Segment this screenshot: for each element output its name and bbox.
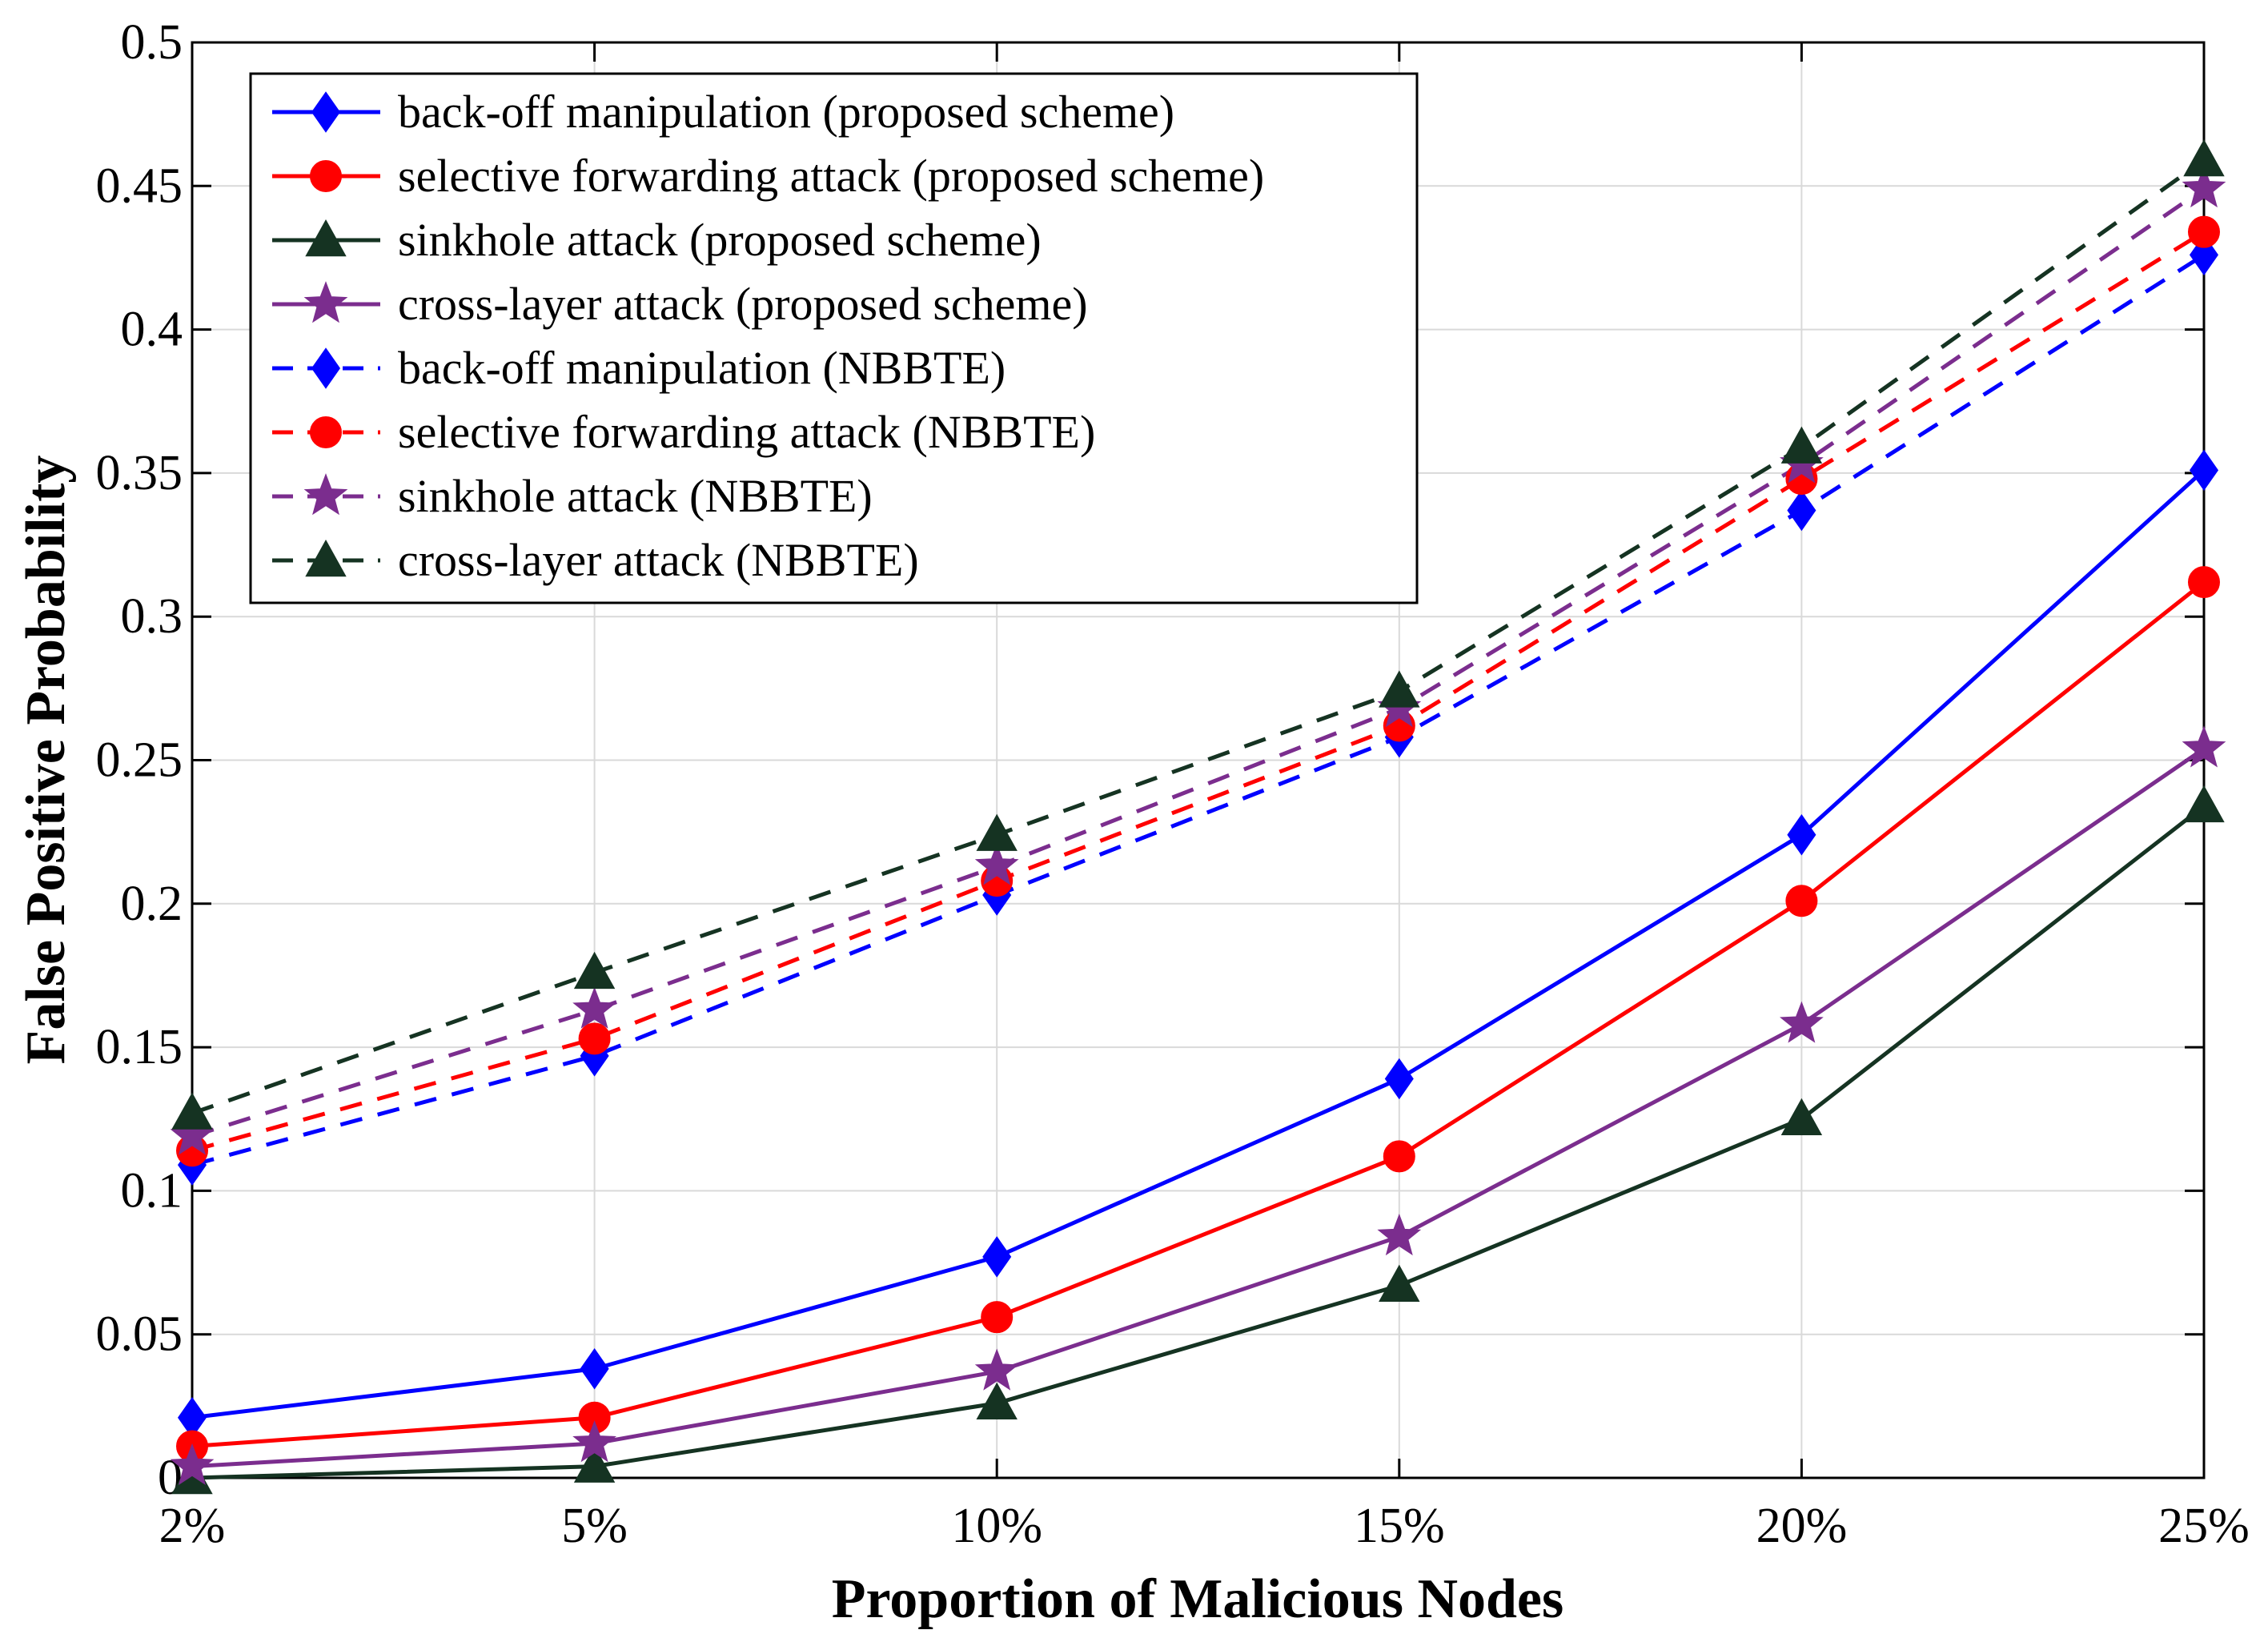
data-point [1780,426,1823,464]
data-point [1785,885,1818,917]
data-point [976,1382,1018,1419]
legend-label: cross-layer attack (NBBTE) [398,534,919,586]
data-point [982,1236,1012,1278]
legend-entry: sinkhole attack (proposed scheme) [272,214,1042,266]
data-point [1377,1213,1422,1256]
x-tick-label: 20% [1756,1499,1848,1553]
series-line-3 [191,804,2206,1480]
series-line-2 [191,580,2206,1449]
legend-marker [305,219,347,257]
legend-marker [303,281,348,323]
x-axis-title: Proportion of Malicious Nodes [832,1568,1564,1630]
series-line-8 [191,158,2206,1115]
legend-entry: cross-layer attack (NBBTE) [272,534,919,586]
data-point [1780,1001,1824,1043]
data-point [578,1022,611,1055]
x-tick-label: 10% [951,1499,1042,1553]
legend-label: back-off manipulation (NBBTE) [398,342,1006,394]
x-tick-label: 2% [159,1499,226,1553]
legend-entry: cross-layer attack (proposed scheme) [272,278,1088,330]
legend-label: sinkhole attack (proposed scheme) [398,214,1042,266]
legend-label: selective forwarding attack (proposed sc… [398,150,1264,202]
data-point [1379,670,1420,708]
data-point [976,813,1018,851]
legend-label: cross-layer attack (proposed scheme) [398,278,1088,330]
legend-marker [303,473,348,516]
data-point [572,986,616,1029]
legend-entry: sinkhole attack (NBBTE) [272,470,873,522]
data-point [573,951,616,990]
y-tick-label: 0.35 [96,446,183,500]
data-point [1384,1058,1414,1100]
y-tick-label: 0.5 [121,15,183,70]
series-line-4 [191,747,2206,1469]
x-tick-label: 5% [561,1499,628,1553]
data-point [2183,139,2225,177]
y-tick-label: 0.1 [121,1163,183,1218]
data-point [170,1113,215,1155]
data-point [573,1445,616,1483]
legend-entry: back-off manipulation (proposed scheme) [272,86,1174,138]
y-tick-label: 0.15 [96,1020,183,1074]
y-tick-label: 0.25 [96,733,183,788]
legend-marker [310,416,342,448]
data-point [1383,1140,1415,1173]
y-tick-labels: 0 0.05 0.1 0.15 0.2 0.25 0.3 0.35 0.4 0.45 0.5 [96,15,183,1505]
data-point [1787,489,1816,532]
data-point [171,1092,213,1130]
data-point [2188,566,2220,599]
y-axis-title: False Positive Probability [15,456,77,1065]
y-tick-label: 0.05 [96,1307,183,1362]
x-tick-labels: 2% 5% 10% 15% 20% 25% [159,1499,2250,1553]
legend-label: sinkhole attack (NBBTE) [398,470,873,522]
data-point [981,1301,1014,1334]
legend: back-off manipulation (proposed scheme) s… [249,72,1419,604]
data-point [2182,725,2226,768]
legend-marker [310,160,342,192]
legend-entry: selective forwarding attack (proposed sc… [272,150,1264,202]
legend-entry: back-off manipulation (NBBTE) [272,342,1006,394]
data-point [1780,1098,1823,1135]
data-point [2183,785,2225,823]
legend-box [249,72,1419,604]
series-markers [170,139,2226,1495]
data-point [572,1420,616,1463]
y-tick-label: 0.3 [121,589,183,644]
legend-label: selective forwarding attack (NBBTE) [398,406,1095,458]
y-tick-label: 0.4 [121,303,183,357]
y-tick-label: 0.2 [121,877,183,931]
y-tick-label: 0.45 [96,159,183,213]
data-point [974,843,1019,885]
data-point [170,1443,215,1485]
series-line-1 [191,468,2206,1420]
legend-entry: selective forwarding attack (NBBTE) [272,406,1095,458]
legend-marker [311,347,341,389]
x-tick-label: 25% [2158,1499,2250,1553]
data-point [580,1347,609,1390]
legend-label: back-off manipulation (proposed scheme) [398,86,1174,138]
data-point [2189,449,2219,492]
y-tick-label: 0 [158,1451,183,1505]
data-point [974,1348,1019,1391]
series-line-5 [191,253,2206,1167]
data-point [2188,215,2220,248]
legend-marker [305,539,347,577]
series-line-6 [191,230,2206,1153]
data-point [1787,813,1816,856]
data-point [1379,1264,1420,1302]
data-point [2182,166,2226,208]
series-line-7 [191,187,2206,1138]
x-tick-label: 15% [1354,1499,1445,1553]
series-lines [191,158,2206,1480]
legend-marker [311,91,341,133]
